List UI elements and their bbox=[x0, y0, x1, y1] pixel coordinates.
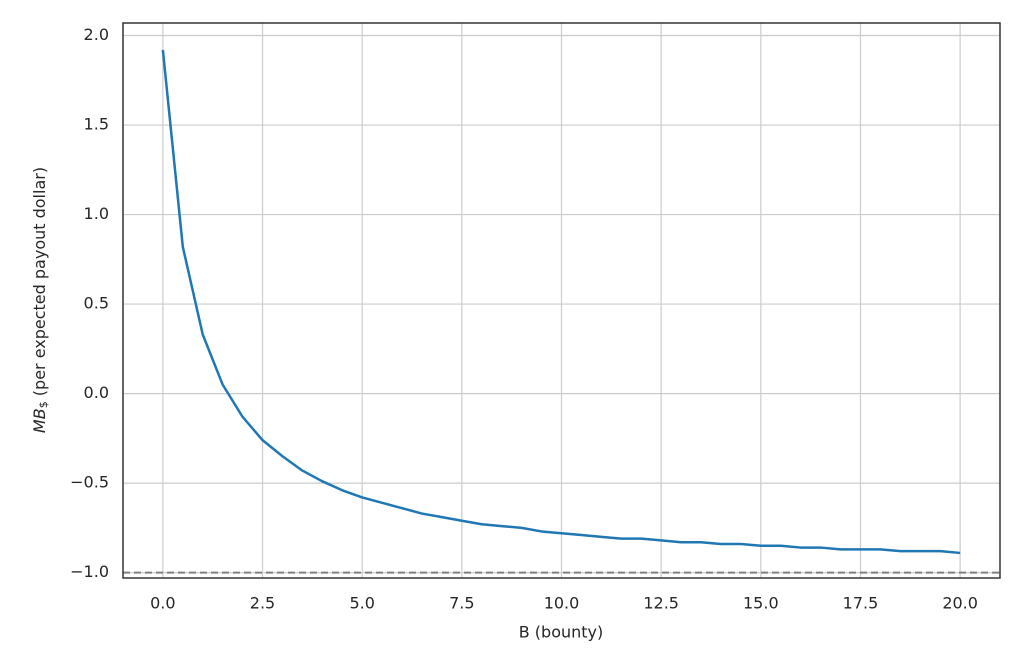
y-tick-label: 2.0 bbox=[84, 25, 109, 44]
x-tick-label: 0.0 bbox=[150, 594, 175, 613]
y-tick-label: 0.5 bbox=[84, 294, 109, 313]
y-axis-label: MB$ (per expected payout dollar) bbox=[30, 167, 51, 433]
y-tick-label: 0.0 bbox=[84, 383, 109, 402]
x-tick-label: 20.0 bbox=[942, 594, 978, 613]
plot-frame bbox=[122, 22, 1001, 579]
x-tick-label: 2.5 bbox=[250, 594, 275, 613]
y-tick-label: 1.5 bbox=[84, 115, 109, 134]
y-tick-label: −1.0 bbox=[70, 562, 109, 581]
data-line bbox=[161, 49, 961, 555]
x-tick-label: 10.0 bbox=[544, 594, 580, 613]
x-axis-label: B (bounty) bbox=[519, 623, 604, 642]
y-label-subscript: $ bbox=[37, 401, 50, 408]
y-label-suffix: (per expected payout dollar) bbox=[30, 167, 49, 401]
y-tick-label: −0.5 bbox=[70, 473, 109, 492]
x-tick-label: 17.5 bbox=[843, 594, 879, 613]
x-tick-label: 5.0 bbox=[349, 594, 374, 613]
y-tick-label: 1.0 bbox=[84, 204, 109, 223]
x-tick-label: 7.5 bbox=[449, 594, 474, 613]
y-label-main: MB bbox=[30, 408, 49, 433]
x-tick-label: 15.0 bbox=[743, 594, 779, 613]
x-tick-label: 12.5 bbox=[643, 594, 679, 613]
